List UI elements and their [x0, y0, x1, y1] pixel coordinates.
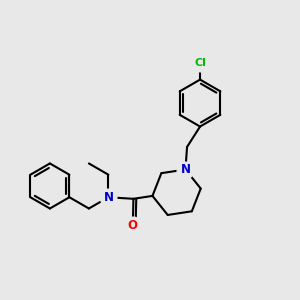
Text: N: N [181, 163, 190, 176]
Text: N: N [103, 191, 113, 204]
Text: Cl: Cl [194, 58, 206, 68]
Text: O: O [128, 219, 138, 232]
